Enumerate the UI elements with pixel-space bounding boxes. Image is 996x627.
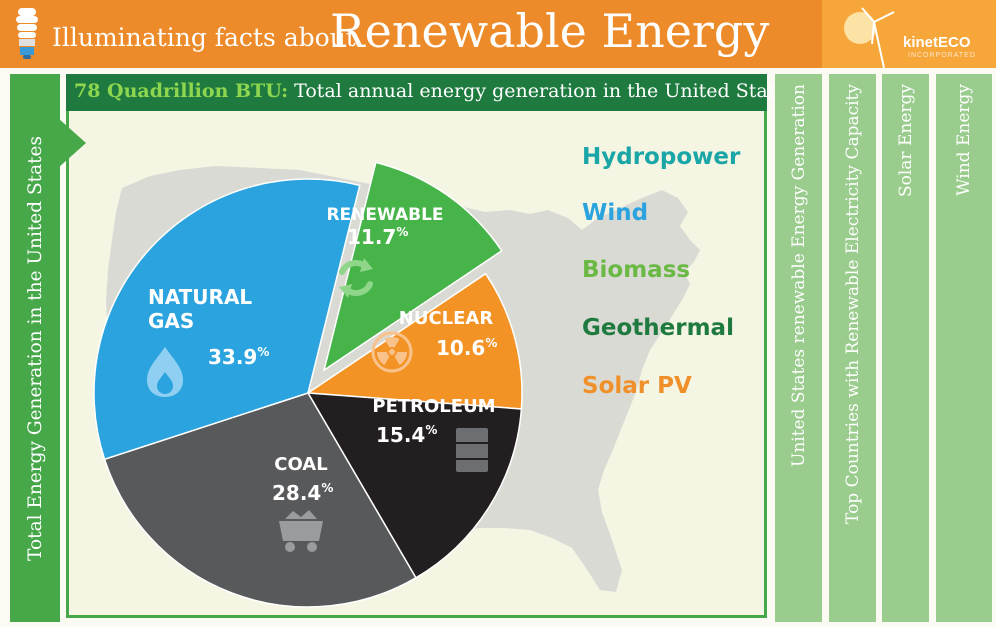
pie-slice-renewable [322, 161, 503, 372]
slice-value-natural-gas: 33.9% [208, 345, 269, 369]
legend-item-geothermal: Geothermal [582, 315, 734, 341]
tab-solar-energy[interactable] [882, 74, 929, 622]
tab-solar-energy-wrap: Solar Energy [882, 74, 929, 622]
wind-turbine-icon [844, 7, 895, 68]
pie-slice-coal [103, 392, 417, 608]
header-title-main: Renewable Energy [330, 4, 770, 58]
tab-label: United States renewable Energy Generatio… [788, 84, 809, 467]
left-tab[interactable] [10, 74, 60, 622]
header-title-prefix: Illuminating facts about [52, 23, 356, 52]
tab-label: Top Countries with Renewable Electricity… [842, 84, 863, 524]
slice-label-coal: COAL [274, 454, 327, 475]
legend-label: Geothermal [582, 315, 734, 341]
legend-item-wind: Wind [582, 200, 648, 226]
logo-subtitle: INCORPORATED [908, 52, 976, 59]
slice-label-petroleum: PETROLEUM [372, 396, 495, 417]
legend-item-hydropower: Hydropower [582, 144, 740, 170]
tab-label: Solar Energy [895, 84, 916, 198]
slice-label-renewable: RENEWABLE [326, 205, 443, 225]
legend-label: Hydropower [582, 144, 741, 170]
logo-name: kinetECO [903, 34, 971, 51]
active-tab-arrow [58, 118, 86, 168]
barrel-icon [456, 428, 488, 472]
lightbulb-icon [16, 8, 38, 59]
tab-wind-energy[interactable] [936, 74, 992, 622]
logo-badge [822, 0, 996, 68]
tab-us-renewable-generation-wrap: United States renewable Energy Generatio… [775, 74, 822, 622]
legend-item-solar-pv: Solar PV [582, 373, 692, 399]
tab-top-countries[interactable] [829, 74, 876, 622]
legend-label: Solar PV [582, 373, 692, 399]
recycle-icon [339, 258, 373, 298]
legend-label: Biomass [582, 257, 691, 283]
tab-wind-energy-wrap: Wind Energy [936, 74, 992, 622]
headline-description: Total annual energy generation in the Un… [294, 80, 797, 102]
panel-headline: 78 Quadrillion BTU: Total annual energy … [74, 80, 796, 102]
tab-top-countries-wrap: Top Countries with Renewable Electricity… [829, 74, 876, 622]
pie-slice-nuclear [305, 272, 523, 410]
legend-label: Wind [582, 200, 649, 226]
tab-label: Wind Energy [954, 84, 974, 196]
panel-headline-bar [66, 74, 767, 111]
legend-item-biomass: Biomass [582, 257, 690, 283]
slice-label-nuclear: NUCLEAR [399, 308, 494, 329]
tab-us-renewable-generation[interactable] [775, 74, 822, 622]
radiation-icon [371, 331, 413, 373]
flame-icon [147, 347, 183, 397]
coal-cart-icon [279, 510, 323, 552]
headline-total: 78 Quadrillion BTU: [74, 80, 289, 102]
